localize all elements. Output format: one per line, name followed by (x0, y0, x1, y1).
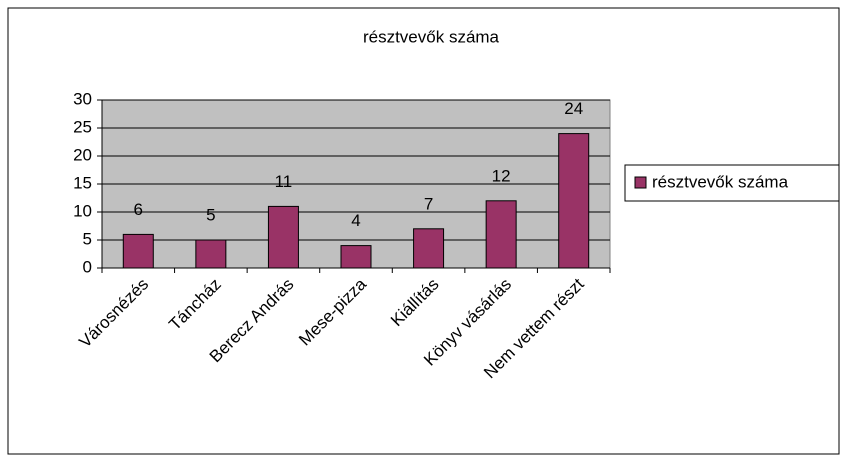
data-label: 24 (564, 99, 583, 118)
chart-title: résztvevők száma (363, 27, 500, 46)
bar (558, 133, 590, 269)
bar (413, 228, 445, 269)
y-tick-label: 25 (73, 117, 92, 136)
y-tick-label: 5 (83, 229, 92, 248)
bar (340, 245, 372, 269)
y-tick-label: 0 (83, 257, 92, 276)
data-label: 4 (351, 211, 360, 230)
bar (122, 233, 154, 269)
bar (195, 239, 227, 269)
y-tick-label: 10 (73, 201, 92, 220)
data-label: 11 (275, 172, 293, 191)
y-tick-label: 20 (73, 145, 92, 164)
data-label: 7 (424, 194, 433, 213)
data-label: 12 (492, 166, 511, 185)
bar (485, 200, 517, 269)
data-label: 5 (206, 205, 215, 224)
legend-swatch (634, 176, 647, 189)
legend-label: résztvevők száma (652, 172, 789, 191)
data-label: 6 (134, 200, 143, 219)
y-tick-label: 30 (73, 89, 92, 108)
y-tick-label: 15 (73, 173, 92, 192)
bar (267, 205, 299, 269)
legend-box (624, 164, 840, 202)
